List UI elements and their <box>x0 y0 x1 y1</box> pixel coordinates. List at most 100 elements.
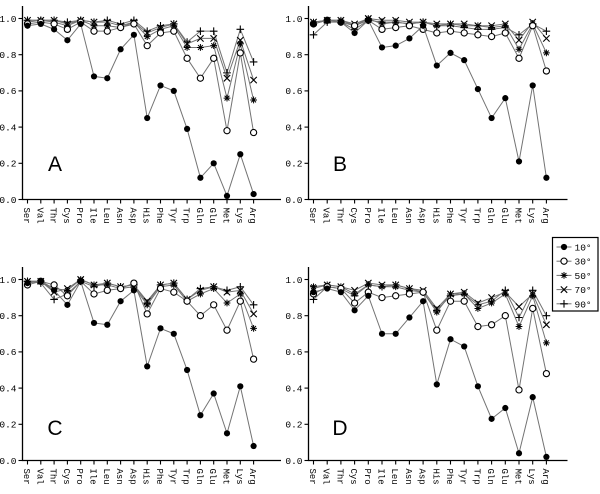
x-tick-label: Asp <box>127 469 137 485</box>
filled-circle-marker <box>37 278 44 285</box>
y-tick-label: 0.0 <box>285 456 302 467</box>
open-circle-marker <box>392 292 400 300</box>
x-tick-label: His <box>430 208 440 224</box>
asterisk-marker <box>143 33 151 40</box>
open-circle-marker <box>103 27 111 35</box>
filled-circle-marker <box>144 114 151 122</box>
asterisk-marker <box>143 301 151 309</box>
x-tick-label: Phe <box>154 208 164 224</box>
x-tick-label: Lys <box>234 469 244 485</box>
open-circle-marker <box>249 355 258 363</box>
asterisk-marker <box>183 44 191 51</box>
open-circle-marker <box>50 281 58 289</box>
filled-circle-marker <box>117 46 124 53</box>
x-tick-label: Val <box>321 469 331 485</box>
open-circle-marker <box>405 290 414 298</box>
asterisk-marker <box>474 22 482 30</box>
asterisk-marker <box>236 290 244 298</box>
plus-marker <box>542 311 551 320</box>
x-tick-label: Glu <box>499 469 509 485</box>
x-tick-label: Arg <box>540 208 550 224</box>
filled-circle-marker <box>420 298 427 305</box>
open-circle-marker <box>63 292 72 300</box>
open-circle-marker <box>487 32 496 41</box>
filled-circle-marker <box>184 125 191 133</box>
filled-circle-marker <box>117 298 124 305</box>
filled-circle-marker <box>250 442 257 450</box>
filled-circle-marker <box>378 44 386 51</box>
asterisk-marker <box>501 290 509 298</box>
panel-letter-c: C <box>47 417 62 440</box>
filled-circle-marker <box>51 26 58 33</box>
x-tick-label: Pro <box>362 469 372 485</box>
filled-circle-marker <box>237 151 244 158</box>
x-tick-label: Ser <box>21 469 31 485</box>
x-tick-label: His <box>141 469 151 485</box>
panel-letter-a: A <box>48 153 62 176</box>
y-tick-label: 0.4 <box>0 383 17 394</box>
x-tick-label: Leu <box>101 469 111 485</box>
asterisk-marker <box>364 281 372 289</box>
open-circle-marker <box>419 288 427 296</box>
asterisk-marker <box>543 339 550 347</box>
x-tick-label: Asp <box>127 208 137 224</box>
filled-circle-marker <box>324 17 331 24</box>
open-circle-marker <box>130 20 138 28</box>
filled-circle-marker <box>502 95 509 102</box>
x-cross-marker <box>542 34 550 42</box>
asterisk-marker <box>474 305 482 312</box>
filled-circle-marker <box>24 22 31 29</box>
filled-circle-marker <box>461 343 468 350</box>
filled-circle-marker <box>250 190 257 198</box>
y-tick-label: 0.8 <box>285 50 302 61</box>
filled-circle-marker <box>560 243 568 251</box>
asterisk-marker <box>351 290 358 298</box>
filled-circle-marker <box>223 192 231 199</box>
x-tick-label: Asn <box>114 208 124 224</box>
series-90deg-panel-b <box>309 16 551 39</box>
series-10deg-panel-d <box>310 285 550 460</box>
y-tick-label: 0.6 <box>285 86 302 97</box>
y-tick-label: 0.8 <box>0 50 17 61</box>
filled-circle-marker <box>144 363 151 370</box>
series-70deg-panel-d <box>309 279 550 329</box>
filled-circle-marker <box>529 82 536 89</box>
open-circle-marker <box>63 25 72 34</box>
x-tick-label: Ser <box>21 208 31 224</box>
filled-circle-marker <box>447 336 454 343</box>
x-tick-label: Asn <box>403 469 413 485</box>
x-tick-label: Trp <box>471 208 481 224</box>
x-tick-label: Arg <box>247 208 257 224</box>
filled-circle-marker <box>64 301 71 308</box>
y-tick-label: 0.2 <box>285 159 302 170</box>
asterisk-marker <box>378 283 386 291</box>
filled-circle-marker <box>170 330 177 337</box>
y-tick-label: 0.0 <box>0 456 17 467</box>
y-tick-label: 0.2 <box>285 420 302 431</box>
filled-circle-marker <box>37 20 44 28</box>
asterisk-marker <box>392 283 400 291</box>
open-circle-marker <box>223 326 231 334</box>
asterisk-marker <box>447 290 454 298</box>
series-line <box>27 278 255 315</box>
x-tick-label: Cys <box>61 469 71 485</box>
x-tick-label: Tyr <box>167 208 177 224</box>
open-circle-marker <box>90 27 98 35</box>
y-tick-label: 0.6 <box>0 86 17 97</box>
filled-circle-marker <box>392 330 399 337</box>
filled-circle-marker <box>433 62 440 69</box>
y-tick-label: 0.8 <box>285 311 302 322</box>
open-circle-marker <box>433 326 441 334</box>
x-tick-label: Asn <box>403 208 413 224</box>
x-tick-label: Lys <box>526 469 536 485</box>
x-tick-label: Pro <box>74 208 84 224</box>
open-circle-marker <box>103 286 111 295</box>
asterisk-marker <box>223 299 231 307</box>
filled-circle-marker <box>197 174 204 181</box>
x-cross-marker <box>223 74 231 82</box>
x-tick-label: Ile <box>88 469 98 485</box>
series-line <box>27 19 255 101</box>
open-circle-marker <box>542 369 551 378</box>
plus-marker <box>309 30 318 39</box>
